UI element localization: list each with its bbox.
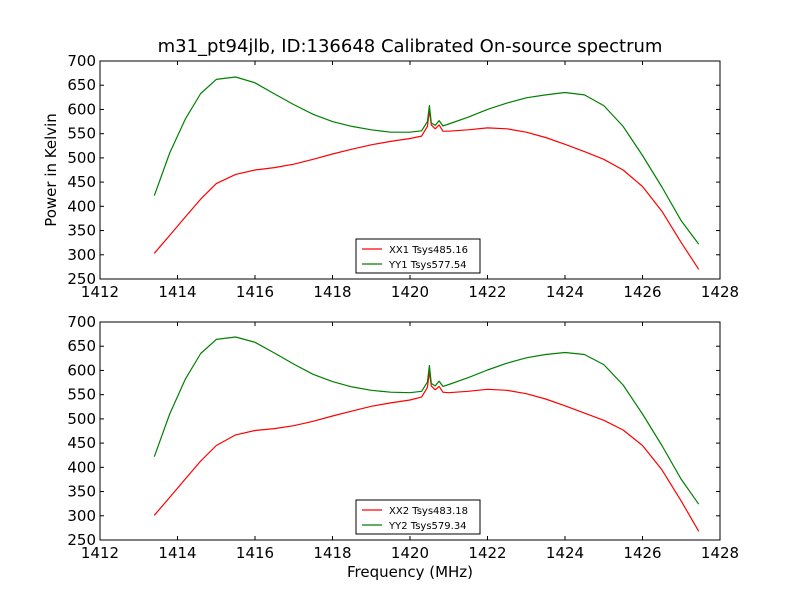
x-tick-label: 1416 (236, 544, 274, 562)
x-tick-label: 1424 (546, 283, 584, 301)
x-tick-label: 1412 (81, 283, 119, 301)
y-tick-label: 300 (67, 507, 96, 525)
x-tick-label: 1424 (546, 544, 584, 562)
x-tick-label: 1420 (391, 544, 429, 562)
y-tick-label: 600 (67, 361, 96, 379)
chart-panel-1: 1412 1414 1416 1418 1420 1422 1424 1426 1428 250 3… (67, 52, 739, 301)
y-tick-label: 650 (67, 337, 96, 355)
x-tick-label: 1414 (158, 544, 196, 562)
legend-label: YY1 Tsys577.54 (388, 260, 467, 271)
x-tick-label: 1418 (313, 544, 351, 562)
legend: XX2 Tsys483.18 YY2 Tsys579.34 (355, 499, 481, 535)
y-tick-label: 650 (67, 76, 96, 94)
y-tick-label: 500 (67, 410, 96, 428)
chart-panel-2: 1412 1414 1416 1418 1420 1422 1424 1426 1428 250 3… (67, 313, 739, 562)
y-tick-label: 250 (67, 270, 96, 288)
x-tick-label: 1422 (468, 544, 506, 562)
legend: XX1 Tsys485.16 YY1 Tsys577.54 (355, 238, 481, 274)
y-tick-label: 500 (67, 149, 96, 167)
y-tick-label: 550 (67, 125, 96, 143)
figure-title: m31_pt94jlb, ID:136648 Calibrated On-sou… (158, 36, 663, 57)
y-tick-label: 400 (67, 197, 96, 215)
y-tick-label: 550 (67, 386, 96, 404)
legend-label: XX1 Tsys485.16 (389, 245, 468, 256)
x-tick-label: 1416 (236, 283, 274, 301)
series-line-yy2 (153, 336, 700, 505)
y-tick-label: 450 (67, 434, 96, 452)
y-tick-label: 450 (67, 173, 96, 191)
x-tick-label: 1414 (158, 283, 196, 301)
y-tick-label: 300 (67, 246, 96, 264)
legend-label: YY2 Tsys579.34 (388, 521, 467, 532)
x-tick-label: 1418 (313, 283, 351, 301)
x-axis-label: Frequency (MHz) (347, 563, 473, 581)
y-tick-label: 700 (67, 313, 96, 331)
legend-box (355, 238, 481, 274)
legend-label: XX2 Tsys483.18 (389, 506, 468, 517)
y-tick-label: 350 (67, 483, 96, 501)
y-tick-label: 250 (67, 531, 96, 549)
y-tick-label: 600 (67, 100, 96, 118)
y-tick-label: 350 (67, 222, 96, 240)
x-tick-label: 1412 (81, 544, 119, 562)
x-tick-label: 1428 (701, 544, 739, 562)
legend-box (355, 499, 481, 535)
x-tick-label: 1420 (391, 283, 429, 301)
x-tick-label: 1426 (623, 544, 661, 562)
series-line-yy1 (153, 76, 700, 245)
panels-group: 1412 1414 1416 1418 1420 1422 1424 1426 1428 250 3… (67, 52, 739, 562)
x-tick-label: 1428 (701, 283, 739, 301)
y-tick-label: 700 (67, 52, 96, 70)
x-tick-label: 1426 (623, 283, 661, 301)
y-tick-label: 400 (67, 458, 96, 476)
y-axis-label: Power in Kelvin (42, 113, 60, 227)
x-tick-label: 1422 (468, 283, 506, 301)
